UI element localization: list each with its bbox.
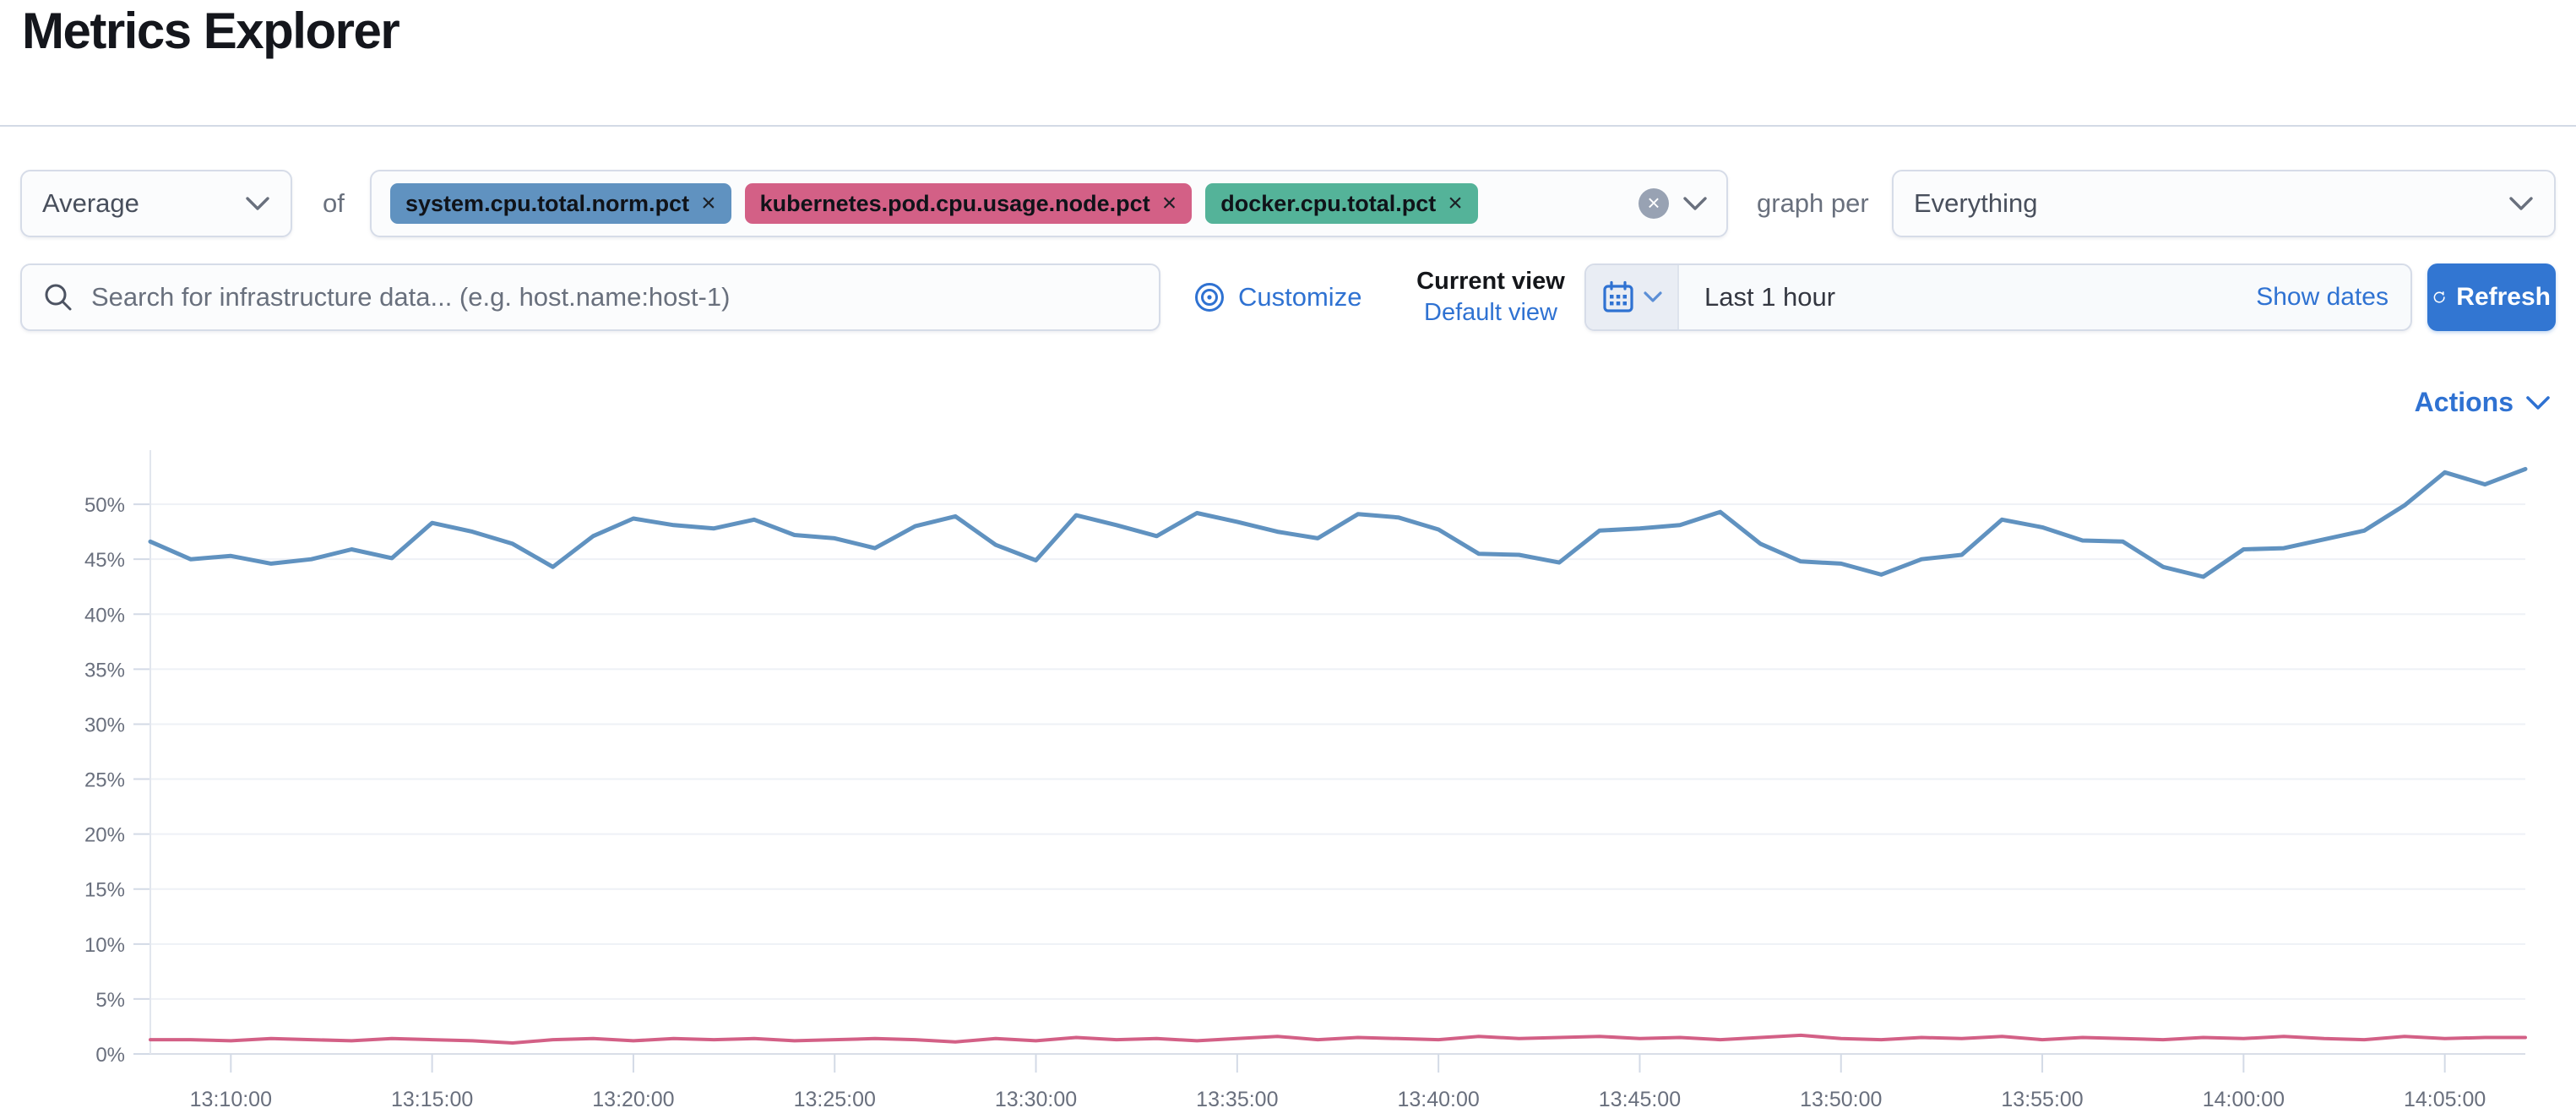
clear-metrics-button[interactable]: × — [1639, 188, 1669, 219]
x-axis-label: 13:25:00 — [794, 1088, 876, 1108]
date-range-value[interactable]: Last 1 hour — [1704, 282, 1836, 312]
y-axis-label: 35% — [84, 659, 125, 682]
remove-metric-icon[interactable]: × — [701, 189, 716, 217]
refresh-button[interactable]: Refresh — [2427, 263, 2556, 331]
customize-button[interactable]: Customize — [1193, 263, 1361, 331]
refresh-icon — [2433, 291, 2445, 303]
chevron-down-icon — [2526, 395, 2550, 410]
date-picker: Last 1 hour Show dates — [1584, 263, 2412, 331]
x-axis-label: 13:45:00 — [1599, 1088, 1681, 1108]
y-axis-label: 10% — [84, 934, 125, 957]
x-axis-label: 13:40:00 — [1397, 1088, 1479, 1108]
x-axis-label: 13:10:00 — [190, 1088, 272, 1108]
metric-tag[interactable]: kubernetes.pod.cpu.usage.node.pct × — [744, 183, 1193, 224]
group-by-select[interactable]: Everything — [1892, 170, 2556, 237]
x-axis-label: 14:05:00 — [2404, 1088, 2486, 1108]
x-axis-label: 13:15:00 — [391, 1088, 473, 1108]
metrics-field[interactable]: system.cpu.total.norm.pct × kubernetes.pod… — [370, 170, 1728, 237]
chevron-down-icon[interactable] — [1682, 195, 1708, 212]
chevron-down-icon — [246, 197, 269, 210]
show-dates-link[interactable]: Show dates — [2256, 283, 2389, 311]
remove-metric-icon[interactable]: × — [1161, 189, 1177, 217]
metric-tag[interactable]: docker.cpu.total.pct × — [1205, 183, 1478, 224]
y-axis-label: 40% — [84, 604, 125, 627]
aggregation-select[interactable]: Average — [20, 170, 292, 237]
actions-menu-button[interactable]: Actions — [2415, 387, 2551, 418]
chevron-down-icon — [1644, 291, 1662, 302]
calendar-icon — [1603, 280, 1633, 312]
refresh-label: Refresh — [2456, 283, 2551, 311]
y-axis-label: 5% — [95, 989, 125, 1012]
header-divider — [0, 125, 2576, 127]
metric-tag-label: docker.cpu.total.pct — [1220, 190, 1437, 216]
current-view-label: Current view — [1416, 268, 1565, 295]
y-axis-label: 0% — [95, 1044, 125, 1067]
metric-tag[interactable]: system.cpu.total.norm.pct × — [390, 183, 731, 224]
metrics-field-controls: × — [1639, 188, 1708, 219]
metric-tag-label: kubernetes.pod.cpu.usage.node.pct — [759, 190, 1150, 216]
x-axis-label: 13:20:00 — [592, 1088, 674, 1108]
search-icon — [45, 284, 72, 311]
y-axis-label: 45% — [84, 549, 125, 572]
chart-line-pink — [149, 1033, 2527, 1045]
metric-tag-label: system.cpu.total.norm.pct — [405, 190, 690, 216]
y-axis-label: 25% — [84, 769, 125, 792]
y-axis-label: 20% — [84, 824, 125, 847]
search-box[interactable] — [20, 263, 1160, 331]
x-axis-label: 13:55:00 — [2001, 1088, 2083, 1108]
of-label: of — [323, 188, 345, 218]
chevron-down-icon — [2509, 197, 2533, 210]
chart-line-blue — [148, 466, 2528, 579]
customize-eye-icon — [1195, 283, 1224, 312]
close-icon: × — [1647, 190, 1660, 215]
date-quick-select-button[interactable] — [1586, 265, 1679, 329]
view-switcher: Current view Default view — [1402, 262, 1579, 333]
group-by-value: Everything — [1914, 188, 2038, 218]
aggregation-value: Average — [42, 188, 139, 218]
x-axis-label: 13:30:00 — [995, 1088, 1077, 1108]
actions-label: Actions — [2414, 387, 2514, 417]
default-view-link[interactable]: Default view — [1424, 299, 1557, 326]
metric-tags: system.cpu.total.norm.pct × kubernetes.pod… — [390, 183, 1628, 224]
y-axis-label: 30% — [84, 714, 125, 736]
y-axis-label: 15% — [84, 879, 125, 902]
x-axis-label: 13:50:00 — [1800, 1088, 1882, 1108]
page-title: Metrics Explorer — [22, 3, 400, 59]
graph-per-label: graph per — [1757, 188, 1869, 218]
customize-label: Customize — [1238, 282, 1362, 312]
x-axis-label: 13:35:00 — [1196, 1088, 1278, 1108]
search-input[interactable] — [90, 281, 1139, 313]
y-axis-label: 50% — [84, 494, 125, 517]
remove-metric-icon[interactable]: × — [1448, 189, 1463, 217]
x-axis-label: 14:00:00 — [2203, 1088, 2285, 1108]
